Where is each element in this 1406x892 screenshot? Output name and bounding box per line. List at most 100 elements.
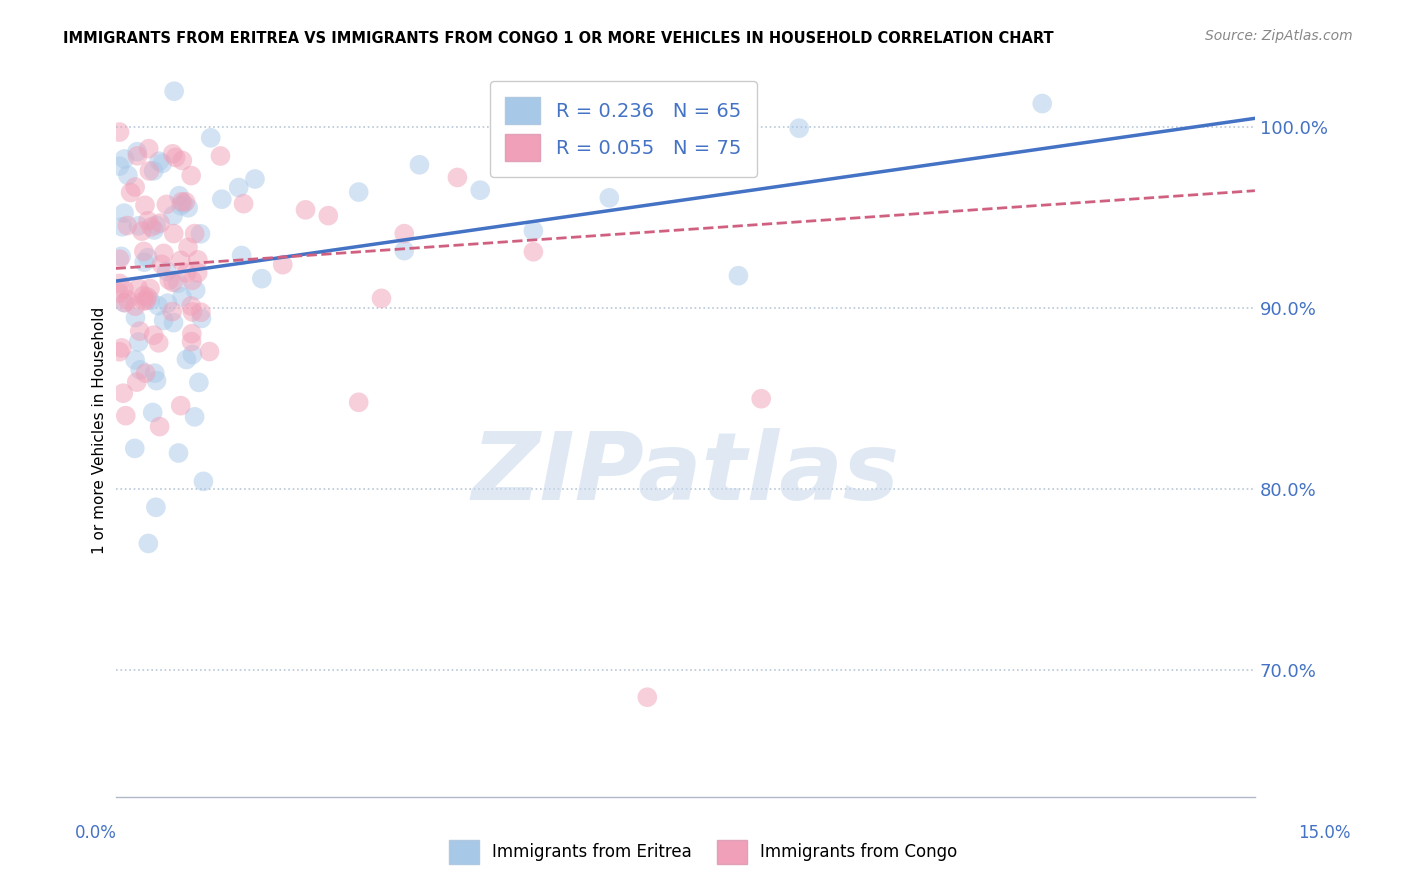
Point <box>183 409 205 424</box>
Point <box>160 304 183 318</box>
Point <box>132 293 155 308</box>
Point <box>174 194 197 209</box>
Point <box>138 164 160 178</box>
Point <box>127 145 149 159</box>
Point <box>108 125 131 139</box>
Point <box>170 194 193 209</box>
Point <box>394 227 416 241</box>
Point <box>142 328 165 343</box>
Point <box>112 282 135 296</box>
Point <box>149 419 172 434</box>
Point <box>108 277 131 291</box>
Point <box>170 253 193 268</box>
Point <box>112 295 135 310</box>
Point <box>177 240 200 254</box>
Point <box>139 293 162 308</box>
Point <box>522 244 544 259</box>
Point <box>170 290 193 304</box>
Point <box>127 149 149 163</box>
Point <box>176 266 198 280</box>
Point <box>111 219 134 234</box>
Point <box>162 276 184 290</box>
Point <box>787 121 810 136</box>
Point <box>112 152 135 166</box>
Point <box>180 334 202 349</box>
Point <box>108 286 131 301</box>
Point <box>165 151 187 165</box>
Point <box>1031 96 1053 111</box>
Point <box>181 305 204 319</box>
Point <box>184 283 207 297</box>
Point <box>134 198 156 212</box>
Point <box>143 366 166 380</box>
Point <box>145 374 167 388</box>
Point <box>125 375 148 389</box>
Point <box>136 214 159 228</box>
Point <box>162 316 184 330</box>
Point <box>124 180 146 194</box>
Point <box>124 299 146 313</box>
Legend: R = 0.236   N = 65, R = 0.055   N = 75: R = 0.236 N = 65, R = 0.055 N = 75 <box>489 81 756 177</box>
Point <box>148 154 170 169</box>
Point <box>228 180 250 194</box>
Point <box>135 293 157 308</box>
Text: 0.0%: 0.0% <box>75 824 117 842</box>
Point <box>177 201 200 215</box>
Point <box>167 446 190 460</box>
Text: Source: ZipAtlas.com: Source: ZipAtlas.com <box>1205 29 1353 43</box>
Point <box>117 219 139 233</box>
Point <box>112 206 135 220</box>
Point <box>162 209 184 223</box>
Point <box>170 399 193 413</box>
Point <box>198 344 221 359</box>
Point <box>180 169 202 183</box>
Point <box>135 366 157 380</box>
Point <box>176 352 198 367</box>
Point <box>370 291 392 305</box>
Point <box>522 224 544 238</box>
Point <box>132 244 155 259</box>
Point <box>167 188 190 202</box>
Point <box>138 536 160 550</box>
Point <box>183 227 205 241</box>
Point <box>127 219 149 233</box>
Point <box>131 224 153 238</box>
Point <box>243 172 266 186</box>
Point <box>167 277 190 291</box>
Point <box>231 248 253 262</box>
Point <box>129 363 152 377</box>
Point <box>114 295 136 310</box>
Point <box>187 376 209 390</box>
Point <box>139 281 162 295</box>
Point <box>187 266 209 280</box>
Point <box>156 296 179 310</box>
Point <box>172 153 194 168</box>
Point <box>156 264 179 278</box>
Point <box>124 442 146 456</box>
Point <box>146 299 169 313</box>
Point <box>149 216 172 230</box>
Point <box>181 348 204 362</box>
Point <box>749 392 772 406</box>
Point <box>250 271 273 285</box>
Point <box>209 149 232 163</box>
Point <box>180 299 202 313</box>
Point <box>134 255 156 269</box>
Point <box>636 690 658 705</box>
Point <box>163 227 186 241</box>
Point <box>114 409 136 423</box>
Point <box>271 258 294 272</box>
Point <box>408 158 430 172</box>
Point <box>180 326 202 341</box>
Legend: Immigrants from Eritrea, Immigrants from Congo: Immigrants from Eritrea, Immigrants from… <box>441 833 965 871</box>
Point <box>148 335 170 350</box>
Point <box>294 202 316 217</box>
Point <box>142 405 165 419</box>
Point <box>470 183 492 197</box>
Text: 15.0%: 15.0% <box>1298 824 1351 842</box>
Point <box>143 223 166 237</box>
Point <box>136 251 159 265</box>
Point <box>124 310 146 325</box>
Point <box>152 313 174 327</box>
Point <box>108 344 131 359</box>
